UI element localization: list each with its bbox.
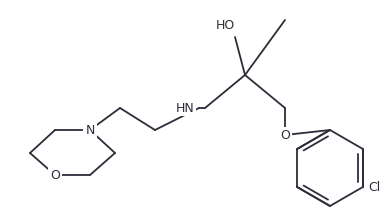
- Text: HN: HN: [176, 101, 194, 114]
- Text: HO: HO: [216, 18, 235, 31]
- Text: O: O: [280, 128, 290, 141]
- Text: O: O: [50, 169, 60, 182]
- Text: Cl: Cl: [368, 180, 380, 194]
- Text: N: N: [85, 123, 95, 136]
